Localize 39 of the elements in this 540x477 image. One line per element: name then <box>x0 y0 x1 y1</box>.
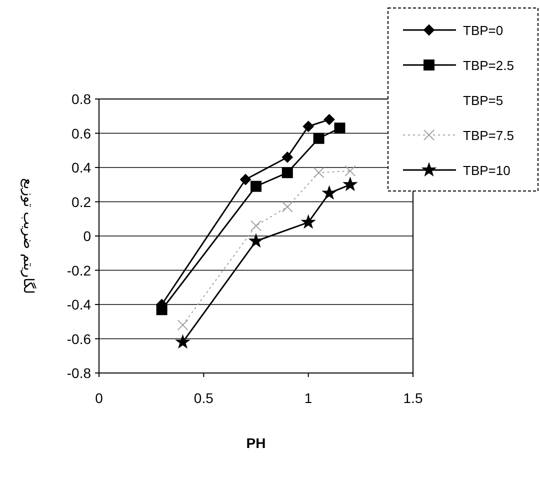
y-tick-label: 0.8 <box>72 91 92 107</box>
x-tick-label: 1 <box>304 390 312 406</box>
point <box>249 234 263 247</box>
point <box>250 180 262 192</box>
point <box>176 335 190 348</box>
x-tick-label: 0 <box>95 390 104 406</box>
point <box>302 120 314 132</box>
point <box>322 186 336 199</box>
point <box>156 304 168 316</box>
y-tick-label: -0.8 <box>66 365 92 381</box>
y-tick-label: -0.6 <box>66 330 92 347</box>
x-tick-label: 0.5 <box>194 390 214 406</box>
point <box>344 178 357 190</box>
point <box>334 122 346 134</box>
point <box>302 215 316 228</box>
legend-label: TBP=10 <box>463 163 510 178</box>
point <box>324 114 335 126</box>
y-tick-label: 0.6 <box>72 125 92 142</box>
x-axis-title: PH <box>246 435 266 451</box>
point <box>240 174 252 185</box>
x-tick-label: 1.5 <box>403 390 423 406</box>
point <box>250 220 262 232</box>
point <box>282 152 293 163</box>
y-tick-label: -0.4 <box>66 296 92 312</box>
y-tick-label: 0 <box>83 228 92 244</box>
legend-label: TBP=2.5 <box>463 58 514 73</box>
y-tick-label: 0.2 <box>72 194 92 210</box>
y-tick-label: -0.2 <box>66 262 92 278</box>
y-tick-label: 0.4 <box>72 160 92 176</box>
text: TBP=5 <box>463 93 504 108</box>
point <box>177 320 188 331</box>
legend-label: TBP=0 <box>463 23 504 38</box>
point <box>313 132 324 144</box>
legend-label: TBP=7.5 <box>463 128 514 143</box>
y-axis-title: لگاریتم ضریب توزیع <box>20 178 37 294</box>
point <box>313 167 324 178</box>
point <box>344 165 356 176</box>
point <box>282 167 293 178</box>
point <box>282 201 293 212</box>
